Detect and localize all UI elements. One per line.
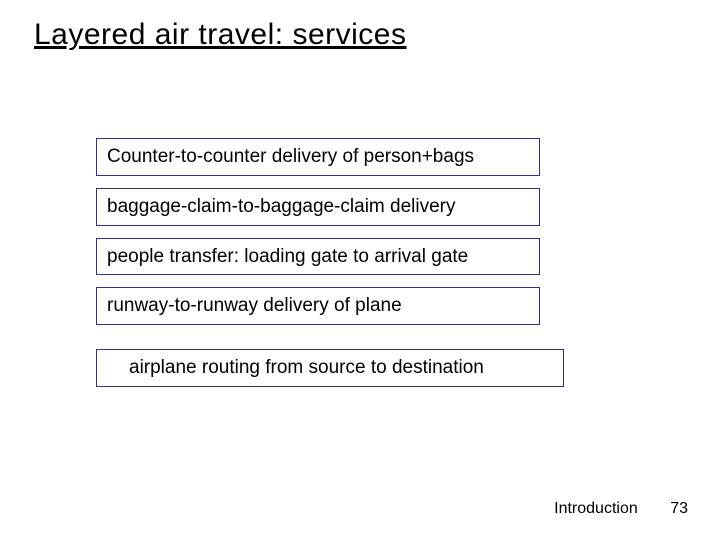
footer-section-label: Introduction: [554, 500, 638, 517]
slide-footer: Introduction 73: [554, 500, 688, 518]
layer-box: runway-to-runway delivery of plane: [96, 287, 540, 325]
layer-box: people transfer: loading gate to arrival…: [96, 238, 540, 276]
layer-box-wide-label: airplane routing from source to destinat…: [107, 356, 553, 380]
layer-box: Counter-to-counter delivery of person+ba…: [96, 138, 540, 176]
footer-page-number: 73: [670, 500, 688, 517]
slide-title: Layered air travel: services: [34, 18, 406, 52]
layer-box: baggage-claim-to-baggage-claim delivery: [96, 188, 540, 226]
layer-box-wide: airplane routing from source to destinat…: [96, 349, 564, 387]
layer-stack: Counter-to-counter delivery of person+ba…: [96, 138, 564, 399]
